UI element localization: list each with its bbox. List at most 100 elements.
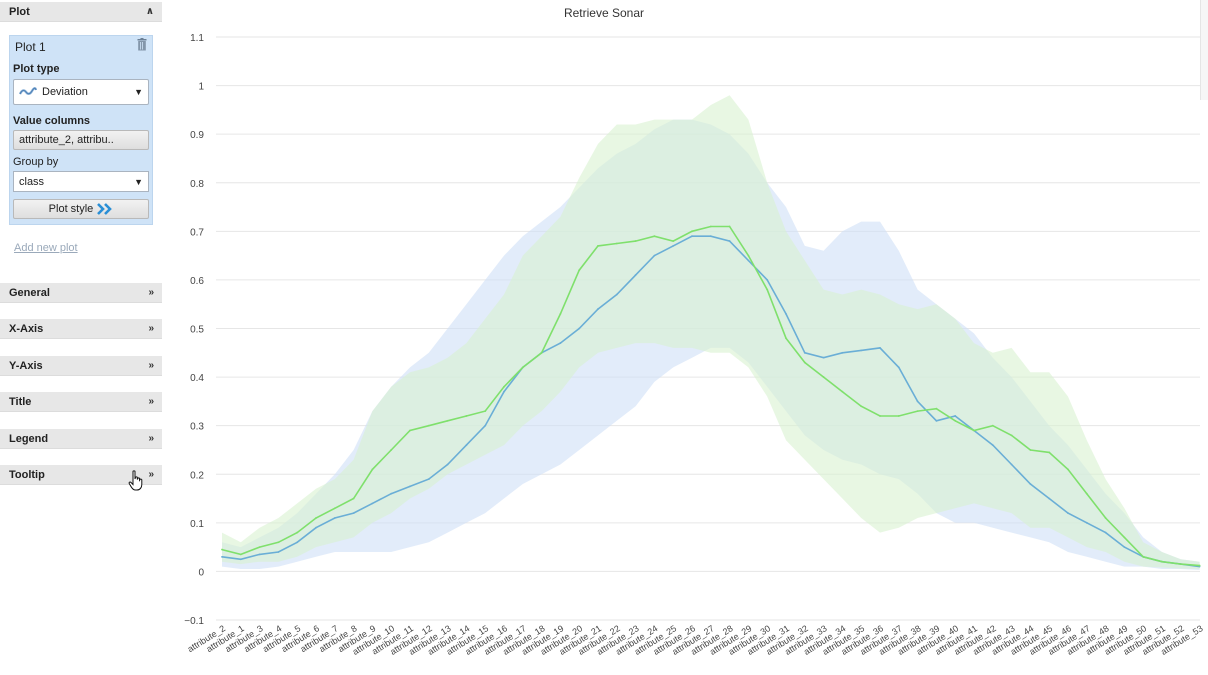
data-point (221, 548, 223, 551)
x-tick-label: attribute_34 (802, 623, 848, 657)
x-tick-label: attribute_53 (1159, 623, 1205, 657)
data-point (352, 512, 355, 515)
y-tick-label: 0.6 (190, 276, 204, 287)
double-chevron-down-icon[interactable]: » (148, 433, 153, 444)
section-tooltip[interactable]: Tooltip » (0, 465, 162, 485)
y-tick-label: 0 (198, 567, 204, 578)
x-tick-label: attribute_2 (186, 623, 227, 654)
data-point (521, 366, 524, 369)
x-tick-label: attribute_44 (990, 623, 1036, 657)
data-point (897, 415, 900, 417)
data-point (1123, 546, 1126, 549)
data-point (540, 351, 543, 354)
data-point (540, 351, 543, 354)
data-point (1067, 468, 1069, 471)
double-chevron-down-icon[interactable]: » (148, 360, 153, 371)
data-point (1179, 563, 1182, 566)
double-chevron-down-icon[interactable]: » (148, 323, 153, 334)
data-point (1161, 560, 1163, 563)
data-point (691, 230, 693, 233)
plot-type-select[interactable]: Deviation ▼ (13, 79, 149, 105)
data-point (916, 400, 919, 403)
data-point (1104, 517, 1107, 519)
x-tick-label: attribute_3 (223, 623, 264, 654)
section-label: Tooltip (9, 468, 45, 481)
data-point (634, 240, 637, 242)
y-tick-label: −0.1 (184, 616, 204, 627)
trash-icon[interactable] (137, 38, 147, 51)
add-new-plot-link[interactable]: Add new plot (14, 242, 78, 254)
section-legend[interactable]: Legend » (0, 429, 162, 449)
section-y-axis[interactable]: Y-Axis » (0, 356, 162, 376)
x-tick-label: attribute_15 (445, 623, 491, 657)
section-x-axis[interactable]: X-Axis » (0, 319, 162, 339)
data-point (1179, 563, 1182, 566)
x-tick-label: attribute_33 (783, 623, 829, 657)
x-tick-label: attribute_41 (933, 623, 979, 657)
x-tick-label: attribute_17 (482, 623, 528, 657)
data-point (991, 424, 994, 427)
x-tick-label: attribute_26 (651, 623, 697, 657)
section-general[interactable]: General » (0, 283, 162, 303)
y-tick-label: 0.5 (190, 325, 204, 336)
data-point (709, 235, 712, 238)
plot-section-header[interactable]: Plot ∧ (0, 2, 162, 22)
deviation-chart-icon (19, 87, 37, 95)
data-point (785, 337, 787, 340)
data-point (258, 553, 261, 556)
data-point (333, 507, 336, 510)
x-tick-label: attribute_50 (1103, 623, 1149, 657)
double-chevron-down-icon[interactable]: » (148, 396, 153, 407)
data-point (521, 366, 524, 369)
data-point (879, 347, 881, 349)
x-tick-label: attribute_4 (242, 623, 283, 654)
double-chevron-down-icon[interactable]: » (148, 287, 153, 298)
x-tick-label: attribute_14 (426, 623, 472, 657)
x-tick-label: attribute_9 (336, 623, 377, 654)
x-tick-label: attribute_16 (463, 623, 509, 657)
data-point (465, 415, 468, 417)
data-point (427, 478, 430, 481)
value-columns-label: Value columns (13, 115, 91, 127)
value-columns-button[interactable]: attribute_2, attribu.. (13, 130, 149, 150)
data-point (841, 351, 844, 354)
x-tick-label: attribute_40 (915, 623, 961, 657)
data-point (1029, 483, 1032, 485)
data-point (446, 463, 449, 466)
data-point (728, 225, 731, 228)
x-tick-label: attribute_51 (1121, 623, 1167, 657)
data-point (296, 541, 299, 544)
data-point (371, 502, 374, 505)
data-point (615, 242, 618, 245)
x-tick-label: attribute_19 (520, 623, 566, 657)
data-point (1048, 451, 1051, 454)
data-point (991, 444, 994, 446)
data-point (1104, 531, 1107, 534)
data-point (427, 424, 430, 427)
x-tick-label: attribute_21 (557, 623, 603, 657)
y-tick-label: 0.8 (190, 179, 204, 190)
y-tick-label: 0.2 (190, 470, 204, 481)
x-tick-label: attribute_12 (388, 623, 434, 657)
y-tick-label: 0.7 (190, 227, 204, 238)
plot-style-button[interactable]: Plot style (13, 199, 149, 219)
x-tick-label: attribute_32 (764, 623, 810, 657)
x-tick-label: attribute_39 (896, 623, 942, 657)
data-point (1142, 555, 1145, 558)
x-tick-label: attribute_47 (1046, 623, 1092, 657)
x-tick-label: attribute_7 (298, 623, 339, 654)
x-tick-label: attribute_43 (971, 623, 1017, 657)
section-label: Title (9, 395, 32, 408)
group-by-select[interactable]: class ▼ (13, 171, 149, 192)
data-point (446, 419, 449, 422)
section-label: Legend (9, 432, 49, 445)
series-line (221, 235, 1200, 568)
data-point (277, 541, 280, 544)
section-title[interactable]: Title » (0, 392, 162, 412)
double-chevron-down-icon[interactable]: » (148, 469, 153, 480)
data-point (484, 424, 487, 427)
data-point (766, 288, 769, 291)
section-label: X-Axis (9, 322, 44, 335)
data-point (239, 558, 242, 561)
double-chevron-up-icon[interactable]: ∧ (145, 6, 154, 17)
